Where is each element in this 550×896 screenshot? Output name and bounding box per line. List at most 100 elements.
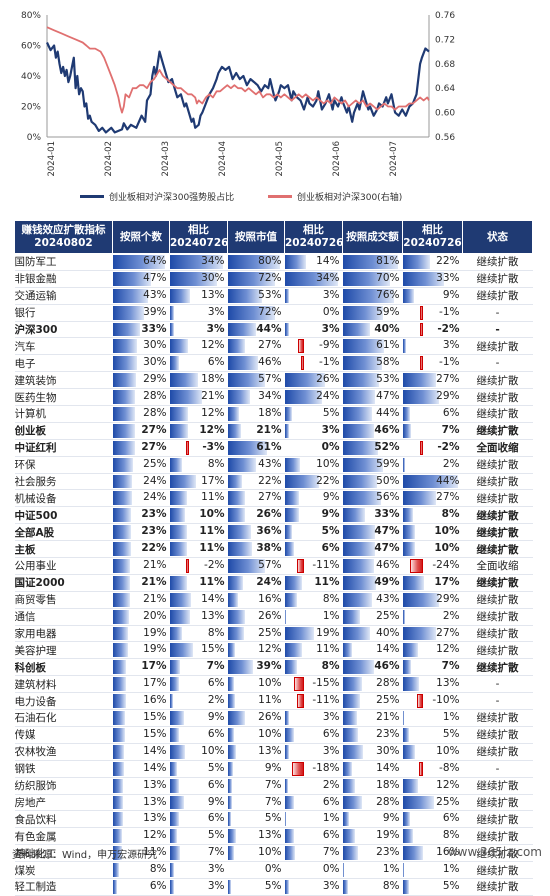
row-name: 公用事业 [14, 557, 113, 575]
cell-value: 43% [143, 288, 167, 301]
positive-bar [342, 390, 375, 405]
table-row: 传媒 15% 6% 10% 6% 23% 5% 继续扩散 [14, 726, 533, 744]
cell-value: 80% [258, 255, 282, 267]
cell-value: 47% [374, 542, 400, 555]
value-cell: 9% [284, 506, 343, 525]
value-cell: 36% [227, 523, 285, 542]
negative-bar [301, 356, 305, 371]
cell-value: 18% [258, 407, 282, 420]
value-cell: 27% [227, 337, 285, 356]
table-row: 纺织服饰 13% 6% 7% 2% 18% 12% 继续扩散 [14, 777, 533, 795]
row-name: 美容护理 [14, 641, 113, 660]
value-cell: -10% [402, 692, 463, 711]
status-cell: - [462, 692, 533, 711]
value-cell: 28% [112, 388, 170, 407]
cell-value: 15% [201, 643, 225, 656]
cell-value: 3% [207, 863, 225, 876]
positive-bar [284, 727, 294, 742]
value-cell: -3% [169, 439, 228, 457]
positive-bar [342, 677, 362, 692]
cell-value: 8% [321, 660, 340, 673]
value-cell: 9% [284, 489, 343, 508]
positive-bar [402, 643, 418, 658]
x-tick-label: 2024-06 [332, 141, 342, 177]
cell-value: 53% [258, 288, 282, 301]
table-row: 沪深300 33% 3% 44% 3% 40% -2% - [14, 321, 533, 339]
value-cell: 11% [169, 540, 228, 559]
cell-value: 3% [322, 879, 340, 892]
negative-bar [296, 694, 305, 709]
value-cell: 22% [227, 473, 285, 491]
positive-bar [402, 491, 437, 506]
positive-bar [342, 525, 375, 540]
positive-bar [112, 609, 129, 624]
row-name: 创业板 [14, 422, 113, 440]
cell-value: 22% [141, 542, 167, 555]
value-cell: 10% [402, 523, 463, 542]
value-cell: 6% [284, 827, 343, 846]
value-cell: 10% [227, 675, 285, 694]
value-cell: 25% [402, 794, 463, 812]
positive-bar [227, 829, 237, 844]
positive-bar [112, 643, 129, 658]
positive-bar [284, 778, 288, 793]
status-cell: 继续扩散 [462, 709, 533, 727]
positive-bar [169, 373, 198, 388]
cell-value: 17% [143, 677, 167, 690]
positive-bar [402, 508, 413, 523]
cell-value: 28% [143, 390, 167, 403]
status-cell: 继续扩散 [462, 388, 533, 407]
cell-value: 59% [376, 305, 400, 318]
value-cell: 44% [342, 405, 403, 423]
status-cell: 继续扩散 [462, 540, 533, 559]
value-cell: 12% [112, 827, 170, 846]
positive-bar [227, 525, 252, 540]
row-name: 农林牧渔 [14, 743, 113, 761]
value-cell: 21% [112, 574, 170, 592]
positive-bar [342, 643, 353, 658]
cell-value: 13% [436, 677, 460, 690]
cell-value: 13% [201, 609, 225, 622]
positive-bar [284, 542, 294, 557]
cell-value: 8% [207, 457, 225, 470]
positive-bar [112, 339, 138, 354]
value-cell: 13% [112, 794, 170, 812]
cell-value: 14% [376, 643, 400, 656]
positive-bar [227, 626, 244, 641]
value-cell: 14% [284, 253, 343, 271]
table-row: 美容护理 19% 15% 12% 11% 14% 12% 继续扩散 [14, 641, 533, 660]
value-cell: 23% [342, 726, 403, 744]
positive-bar [402, 457, 405, 472]
positive-bar [227, 727, 235, 742]
cell-value: 29% [436, 390, 460, 403]
positive-bar [169, 727, 179, 742]
positive-bar [342, 508, 365, 523]
value-cell: 10% [169, 506, 228, 525]
positive-bar [227, 390, 250, 405]
cell-value: 7% [322, 846, 340, 859]
header-cell-2: 相比 20240726 [169, 220, 228, 254]
value-cell: 49% [342, 574, 403, 592]
table-row: 商贸零售 21% 14% 16% 8% 43% 29% 继续扩散 [14, 591, 533, 609]
positive-bar [284, 423, 290, 438]
positive-bar [169, 491, 187, 506]
positive-bar [284, 879, 290, 894]
value-cell: 1% [342, 861, 403, 879]
value-cell: 56% [342, 489, 403, 508]
cell-value: 17% [141, 660, 167, 673]
cell-value: 47% [376, 390, 400, 403]
positive-bar [402, 592, 439, 607]
value-cell: 9% [402, 287, 463, 305]
positive-bar [112, 727, 125, 742]
positive-bar [227, 761, 234, 776]
negative-bar [419, 305, 423, 320]
value-cell: 29% [112, 371, 170, 390]
positive-bar [284, 457, 301, 472]
value-cell: 2% [284, 777, 343, 795]
positive-bar [169, 677, 179, 692]
cell-value: 3% [322, 288, 340, 301]
cell-value: 27% [436, 626, 460, 639]
positive-bar [342, 457, 383, 472]
status-cell: - [462, 321, 533, 339]
positive-bar [402, 626, 437, 641]
